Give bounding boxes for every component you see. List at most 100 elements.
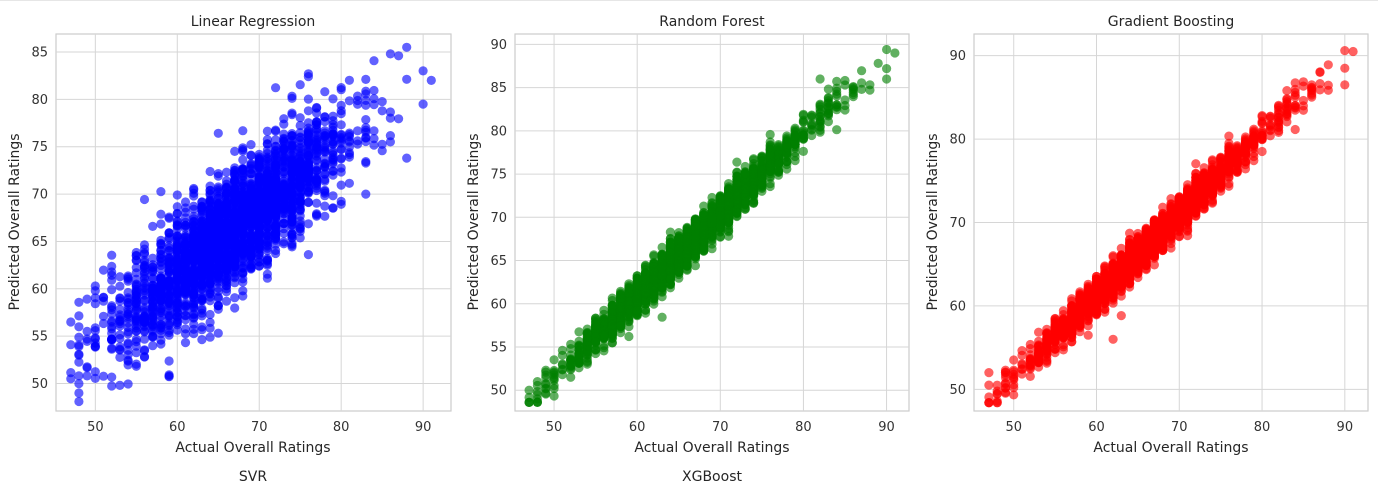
scatter-point [230,163,240,173]
scatter-point [139,352,150,362]
scatter-point [123,379,133,389]
scatter-point [426,75,436,85]
scatter-point [312,103,322,113]
scatter-point [230,227,240,237]
scatter-point [107,343,117,353]
scatter-point [254,161,264,171]
scatter-point [131,348,141,358]
scatter-point [287,161,297,171]
scatter-point [369,140,379,150]
scatter-point [148,287,158,297]
scatter-point [336,83,346,93]
scatter-point [213,184,223,194]
scatter-point [148,332,158,342]
scatter-point [213,263,223,273]
x-tick-label: 50 [87,420,104,435]
scatter-point [336,145,346,155]
scatter-point [295,223,305,233]
scatter-point [369,134,379,144]
scatter-point [180,240,191,250]
scatter-point [848,82,858,92]
scatter-point [90,373,100,383]
scatter-point [394,51,404,61]
scatter-point [238,155,248,165]
scatter-point [303,72,313,82]
scatter-point [205,190,215,200]
scatter-point [566,339,576,349]
scatter-point [254,239,264,249]
scatter-point [262,126,272,136]
scatter-point [882,44,892,55]
scatter-point [197,251,207,261]
scatter-point [732,157,742,167]
scatter-point [385,49,395,59]
scatter-point [246,140,256,150]
scatter-point [90,326,100,336]
scatter-point [74,371,84,381]
scatter-point [541,379,551,389]
scatter-point [840,80,850,90]
scatter-point [156,239,166,249]
scatter-point [123,274,133,284]
scatter-point [353,95,363,106]
scatter-point [815,116,825,126]
x-axis-label: Actual Overall Ratings [175,440,330,456]
scatter-point [312,124,322,134]
scatter-point [230,209,240,219]
scatter-point [82,363,92,373]
scatter-point [164,291,174,302]
scatter-point [230,239,240,249]
scatter-point [238,163,248,173]
x-tick-label: 60 [169,420,186,435]
scatter-point [344,148,354,158]
scatter-point [180,329,191,339]
scatter-point [246,244,256,254]
scatter-point [123,318,133,328]
scatter-point [230,293,240,303]
scatter-point [279,147,289,157]
scatter-point [189,298,199,308]
scatter-point [82,294,92,304]
scatter-point [262,246,272,256]
scatter-point [98,265,109,275]
scatter-point [164,243,174,253]
scatter-point [549,355,559,365]
scatter-point [312,181,322,191]
scatter-point [287,91,297,101]
scatter-point [320,211,330,221]
scatter-point [246,212,256,222]
scatter-point [328,155,338,165]
scatter-point [344,96,354,106]
scatter-point [98,318,109,329]
scatter-point [66,340,76,350]
scatter-point [254,194,264,204]
scatter-point [221,209,232,219]
scatter-point [279,200,289,211]
scatter-point [303,164,313,174]
scatter-point [148,273,158,283]
scatter-point [139,334,150,344]
scatter-point [139,240,150,250]
scatter-point [172,325,182,335]
scatter-point [418,66,428,76]
scatter-point [640,308,651,318]
scatter-point [246,151,256,161]
scatter-point [262,145,272,155]
scatter-point [164,228,174,238]
scatter-point [279,174,289,184]
scatter-point [262,223,272,233]
scatter-point [336,153,346,163]
scatter-point [156,293,166,303]
y-tick-label: 75 [31,140,48,155]
scatter-point [262,186,272,196]
scatter-point [205,287,215,297]
scatter-point [287,131,297,141]
scatter-point [123,360,133,370]
scatter-point [164,372,174,382]
scatter-point [279,129,289,139]
scatter-point [230,185,240,195]
scatter-point [271,232,281,242]
scatter-point [90,286,100,296]
scatter-point [320,201,330,211]
scatter-point [385,107,395,117]
